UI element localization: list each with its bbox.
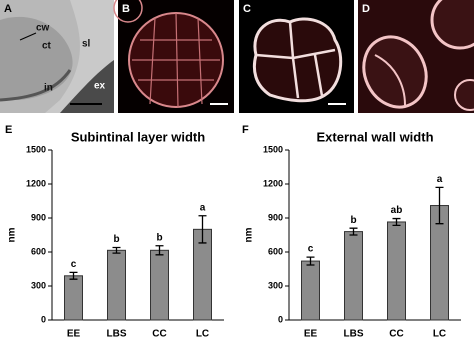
micrograph-c: [239, 0, 354, 113]
y-tick-label: 900: [31, 212, 46, 222]
y-tick-label: 600: [268, 246, 283, 256]
significance-letter: a: [200, 202, 206, 213]
y-tick-label: 1500: [26, 144, 46, 154]
y-tick-label: 600: [31, 246, 46, 256]
x-tick-label: EE: [67, 329, 81, 340]
error-bar: [306, 256, 315, 266]
y-tick-label: 300: [31, 280, 46, 290]
error-bar: [69, 271, 78, 280]
error-bar: [435, 186, 444, 225]
x-tick-label: LC: [196, 329, 209, 340]
y-tick-label: 900: [268, 212, 283, 222]
chart-title: Subintinal layer width: [71, 129, 205, 144]
significance-letter: b: [156, 232, 162, 243]
significance-letter: c: [71, 259, 77, 270]
x-tick-label: CC: [152, 329, 166, 340]
bar: [150, 249, 169, 321]
panel-label: A: [4, 3, 12, 15]
significance-letter: b: [350, 215, 356, 226]
y-tick-label: 300: [268, 280, 283, 290]
y-tick-label: 0: [278, 314, 283, 324]
panel-label: B: [122, 3, 130, 15]
micrograph-d: [358, 0, 474, 113]
annotation: ct: [42, 41, 52, 52]
micrograph-a: [0, 0, 114, 113]
error-bar: [155, 245, 164, 256]
error-bar: [392, 217, 401, 227]
y-tick-label: 1200: [26, 178, 46, 188]
bar: [344, 231, 363, 321]
x-tick-label: LBS: [107, 329, 127, 340]
x-tick-label: CC: [389, 329, 403, 340]
annotation: ex: [94, 81, 106, 92]
x-tick-label: EE: [304, 329, 318, 340]
x-tick-label: LBS: [344, 329, 364, 340]
x-tick-label: LC: [433, 329, 446, 340]
bar: [387, 221, 406, 321]
error-bar: [198, 215, 207, 244]
y-tick-label: 1500: [263, 144, 283, 154]
y-axis-label: nm: [244, 227, 255, 242]
y-axis-label: nm: [7, 227, 18, 242]
bar: [64, 275, 83, 321]
annotation: in: [44, 83, 53, 94]
bar: [301, 260, 320, 321]
panel-label: C: [243, 3, 251, 15]
significance-letter: a: [437, 174, 443, 185]
annotation: sl: [82, 39, 91, 50]
significance-letter: ab: [391, 205, 403, 216]
y-tick-label: 0: [41, 314, 46, 324]
error-bar: [349, 227, 358, 236]
y-tick-label: 1200: [263, 178, 283, 188]
bar: [107, 249, 126, 321]
annotation: cw: [36, 23, 50, 34]
significance-letter: b: [113, 234, 119, 245]
panel-label: F: [242, 124, 249, 136]
panel-label: D: [362, 3, 370, 15]
panel-label: E: [5, 124, 12, 136]
chart-title: External wall width: [316, 129, 433, 144]
error-bar: [112, 246, 121, 254]
significance-letter: c: [308, 244, 314, 255]
micrograph-b: [113, 0, 234, 113]
